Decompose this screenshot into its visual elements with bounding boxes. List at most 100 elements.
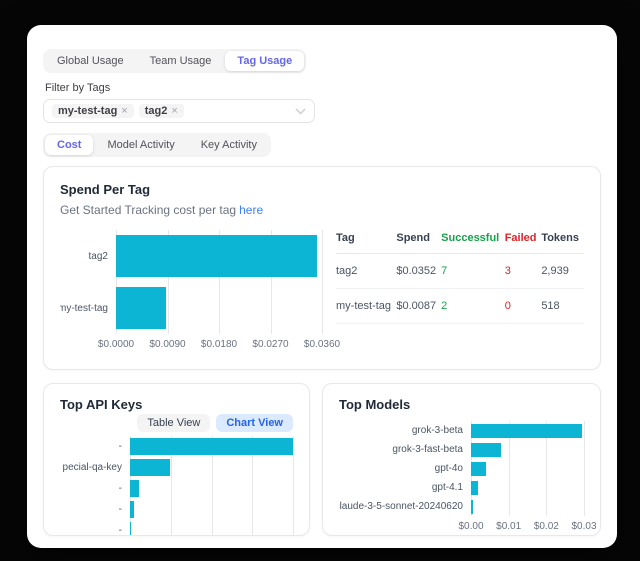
chip-remove-icon[interactable]: × xyxy=(121,105,128,117)
tag-chip-label: tag2 xyxy=(144,105,168,117)
chart-row xyxy=(130,520,293,535)
tick-label: $0.01 xyxy=(496,521,522,532)
chevron-down-icon[interactable] xyxy=(295,107,306,115)
tick-label: $0.02 xyxy=(533,521,559,532)
tick-label: $0.0360 xyxy=(303,339,341,350)
gridline xyxy=(508,421,510,516)
category-label: grok-3-beta xyxy=(411,425,463,436)
gridline xyxy=(546,421,548,516)
tab-cost[interactable]: Cost xyxy=(45,135,94,155)
col-successful: Successful xyxy=(441,230,505,254)
spend-card-title: Spend Per Tag xyxy=(60,182,151,197)
usage-tab-list: Global Usage Team Usage Tag Usage xyxy=(43,49,307,73)
tick-label: $0.00 xyxy=(458,521,484,532)
tick-label: $0.0270 xyxy=(252,339,289,350)
category-label: my-test-tag xyxy=(60,302,108,314)
tick-label: $0.0090 xyxy=(149,339,186,350)
bar xyxy=(116,287,166,329)
spend-per-tag-card: Spend Per Tag Get Started Tracking cost … xyxy=(43,166,601,370)
tick-label: $0.03 xyxy=(571,521,597,532)
cell-successful: 2 xyxy=(441,288,505,324)
bar xyxy=(471,442,502,457)
bar xyxy=(130,480,139,497)
chart-row xyxy=(130,478,293,499)
tab-global-usage[interactable]: Global Usage xyxy=(57,55,124,67)
tab-tag-usage[interactable]: Tag Usage xyxy=(225,51,305,71)
cell-spend: $0.0087 xyxy=(396,288,442,324)
here-link[interactable]: here xyxy=(239,203,264,217)
bar xyxy=(116,235,318,277)
cell-tag: my-test-tag xyxy=(336,288,397,324)
tick-label: $0.0180 xyxy=(200,339,238,350)
cell-tokens: 2,939 xyxy=(541,253,584,289)
top-models-chart: grok-3-beta grok-3-fast-beta gpt-4o gpt-4.1… xyxy=(339,421,597,532)
spend-per-tag-chart: tag2 my-test-tag $0.0000 $0.0090 $0.0180 $0.… xyxy=(60,230,340,350)
chart-row xyxy=(471,440,584,459)
category-label: gpt-4o xyxy=(434,463,463,474)
view-tab-list: Cost Model Activity Key Activity xyxy=(43,133,271,157)
gridline xyxy=(252,436,254,535)
cell-successful: 7 xyxy=(441,253,505,289)
category-label: claude-3-5-sonnet-20240620 xyxy=(339,501,463,512)
top-models-card: Top Models grok-3-beta grok-3-fast-beta gp… xyxy=(322,383,601,536)
chart-row xyxy=(130,457,293,478)
table-row: my-test-tag $0.0087 2 0 518 xyxy=(336,288,584,324)
tab-key-activity[interactable]: Key Activity xyxy=(200,139,257,151)
category-label: - xyxy=(118,441,122,452)
col-failed: Failed xyxy=(504,230,542,254)
table-view-button[interactable]: Table View xyxy=(137,414,211,432)
gridline xyxy=(270,230,272,334)
chart-row xyxy=(471,478,584,497)
gridline xyxy=(219,230,220,334)
gridline xyxy=(170,436,172,535)
top-api-keys-chart: - pecial-qa-key - - - xyxy=(60,436,294,536)
category-label: grok-3-fast-beta xyxy=(392,444,463,455)
tab-team-usage[interactable]: Team Usage xyxy=(149,55,212,67)
cell-failed: 3 xyxy=(504,253,542,289)
category-label: - xyxy=(118,504,122,515)
bar xyxy=(471,423,583,438)
tag-filter-select[interactable]: my-test-tag × tag2 × xyxy=(43,99,315,123)
bar xyxy=(130,501,135,518)
category-label: - xyxy=(118,525,122,536)
chart-row xyxy=(471,459,584,478)
table-row: tag2 $0.0352 7 3 2,939 xyxy=(336,253,584,289)
tag-chip[interactable]: my-test-tag × xyxy=(52,104,134,118)
gridline xyxy=(322,230,323,334)
top-api-keys-card: Top API Keys Table View Chart View - peci… xyxy=(43,383,310,536)
filter-by-tags-label: Filter by Tags xyxy=(45,82,111,94)
app-window: Global Usage Team Usage Tag Usage Filter… xyxy=(27,25,617,548)
tag-chip-label: my-test-tag xyxy=(58,105,118,117)
chart-row xyxy=(116,230,322,282)
chart-row xyxy=(116,282,322,334)
tab-model-activity[interactable]: Model Activity xyxy=(107,139,175,151)
category-label: tag2 xyxy=(88,250,108,262)
chart-row xyxy=(130,436,293,457)
tick-label: $0.0000 xyxy=(97,339,135,350)
bar xyxy=(471,461,487,476)
chart-row xyxy=(471,421,584,440)
keys-card-title: Top API Keys xyxy=(60,397,143,412)
table-header-row: Tag Spend Successful Failed Tokens xyxy=(336,230,584,254)
cell-failed: 0 xyxy=(504,288,542,324)
tag-chip[interactable]: tag2 × xyxy=(138,104,184,118)
chart-view-button[interactable]: Chart View xyxy=(216,414,293,432)
bar xyxy=(471,499,474,514)
col-tag: Tag xyxy=(336,230,397,254)
subtitle-text: Get Started Tracking cost per tag xyxy=(60,203,237,217)
chart-row xyxy=(471,497,584,516)
col-tokens: Tokens xyxy=(541,230,584,254)
tag-usage-table: Tag Spend Successful Failed Tokens tag2 … xyxy=(336,230,584,350)
cell-tag: tag2 xyxy=(336,253,397,289)
gridline xyxy=(584,421,585,516)
bar xyxy=(471,480,478,495)
bar xyxy=(130,459,171,476)
chip-remove-icon[interactable]: × xyxy=(171,105,178,117)
models-card-title: Top Models xyxy=(339,397,411,412)
cell-tokens: 518 xyxy=(541,288,584,324)
category-label: pecial-qa-key xyxy=(62,462,122,473)
gridline xyxy=(211,436,213,535)
chart-row xyxy=(130,499,293,520)
bar xyxy=(130,438,293,455)
